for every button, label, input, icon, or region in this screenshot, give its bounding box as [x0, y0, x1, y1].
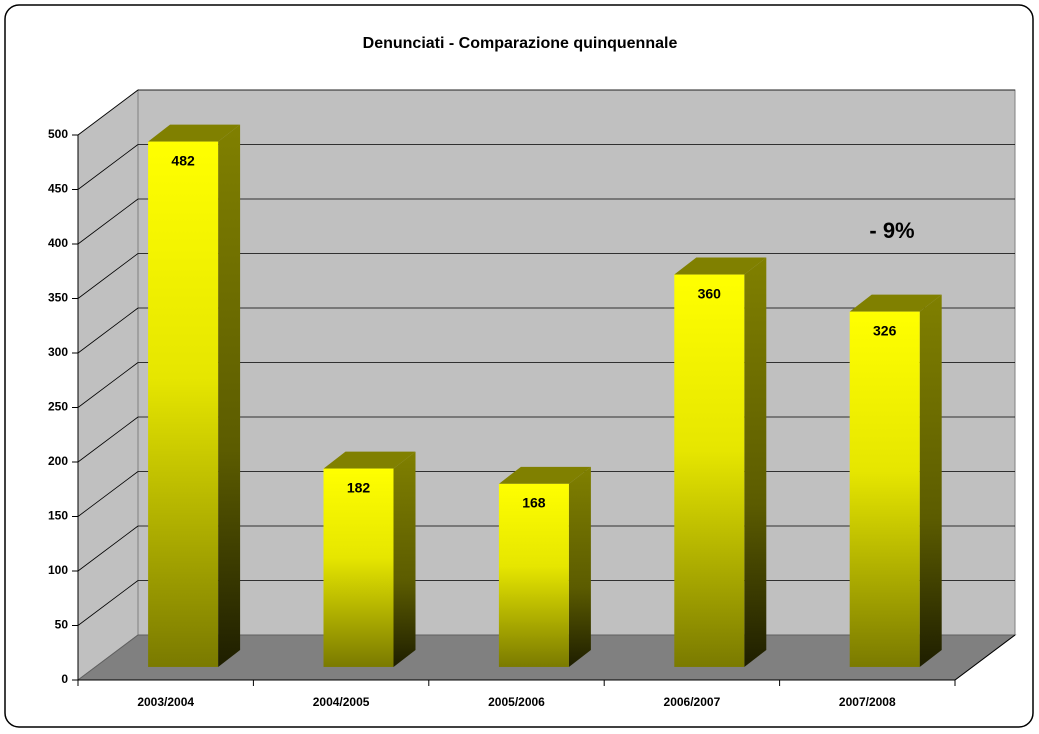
bar — [674, 274, 745, 667]
data-label: 482 — [171, 152, 195, 168]
bar — [148, 141, 219, 667]
y-tick-label: 350 — [48, 291, 68, 305]
bar-side — [919, 294, 942, 667]
x-tick-label: 2004/2005 — [313, 695, 370, 709]
data-label: 360 — [698, 285, 722, 301]
grid-line — [77, 253, 139, 299]
y-tick-label: 150 — [48, 509, 68, 523]
chart-title: Denunciati - Comparazione quinquennale — [363, 35, 678, 52]
bar — [849, 311, 920, 667]
bar-top — [498, 466, 591, 484]
bar-side — [393, 451, 416, 667]
grid-line — [77, 362, 139, 408]
y-tick-label: 200 — [48, 454, 68, 468]
y-tick-label: 250 — [48, 400, 68, 414]
bar-top — [148, 124, 241, 142]
grid-line — [77, 144, 139, 190]
y-tick-label: 0 — [61, 672, 68, 686]
bar-side — [218, 124, 241, 667]
bar-top — [849, 294, 942, 312]
bar — [498, 483, 569, 667]
grid-line — [77, 471, 139, 517]
grid-line — [77, 580, 139, 626]
y-tick-label: 450 — [48, 182, 68, 196]
bar-side — [744, 257, 767, 667]
x-tick-label: 2003/2004 — [137, 695, 194, 709]
grid-line — [77, 416, 139, 463]
data-label: 168 — [522, 495, 546, 511]
data-label: 182 — [347, 479, 371, 495]
data-label: 326 — [873, 322, 897, 338]
bar — [323, 468, 394, 667]
y-tick-label: 500 — [48, 127, 68, 141]
floor-edge — [954, 634, 1016, 681]
x-tick-label: 2005/2006 — [488, 695, 545, 709]
grid-line — [77, 89, 139, 136]
grid-line — [77, 525, 139, 572]
y-tick-label: 300 — [48, 345, 68, 359]
x-tick-label: 2007/2008 — [839, 695, 896, 709]
x-tick-label: 2006/2007 — [664, 695, 721, 709]
annotation: - 9% — [869, 218, 914, 243]
grid-line — [77, 198, 139, 245]
y-tick-label: 100 — [48, 563, 68, 577]
bar-side — [568, 466, 591, 667]
y-tick-label: 400 — [48, 236, 68, 250]
grid-line — [77, 307, 139, 354]
bar-top — [323, 451, 416, 469]
bar-top — [674, 257, 767, 275]
y-tick-label: 50 — [55, 618, 69, 632]
